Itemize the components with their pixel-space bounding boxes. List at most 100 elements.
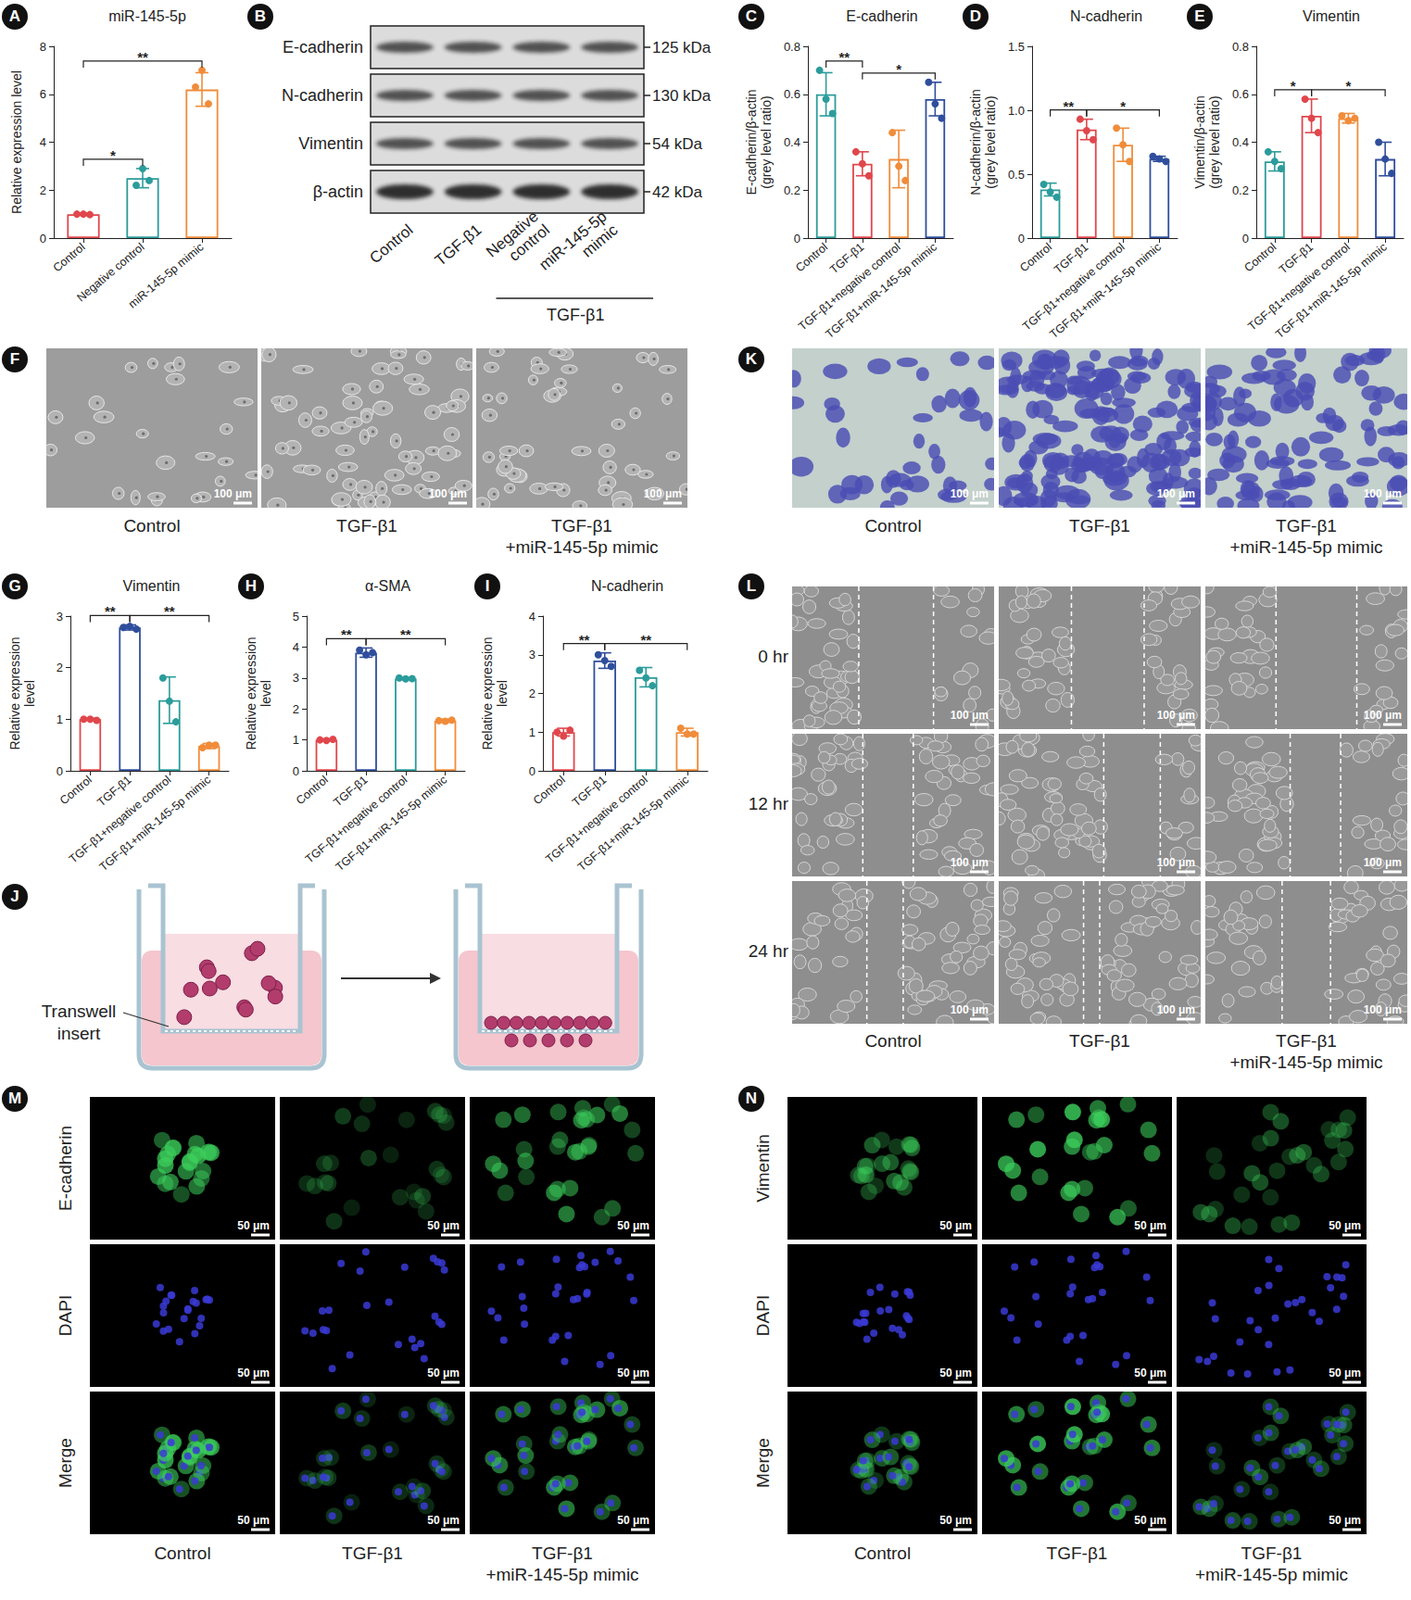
- svg-text:0: 0: [39, 231, 47, 246]
- svg-text:TGF-β1: TGF-β1: [546, 305, 605, 325]
- svg-text:0.6: 0.6: [1232, 87, 1249, 101]
- svg-text:50 μm: 50 μm: [1133, 1219, 1167, 1233]
- svg-text:E-cadherin: E-cadherin: [282, 37, 364, 57]
- svg-text:50 μm: 50 μm: [1133, 1366, 1167, 1380]
- svg-text:DAPI: DAPI: [55, 1295, 76, 1336]
- svg-text:**: **: [838, 49, 850, 65]
- svg-text:E-cadherin: E-cadherin: [55, 1125, 76, 1211]
- svg-text:100 μm: 100 μm: [1363, 856, 1402, 870]
- svg-text:*: *: [895, 61, 902, 77]
- svg-text:100 μm: 100 μm: [214, 487, 252, 501]
- svg-text:Control: Control: [1017, 240, 1055, 276]
- svg-text:miR-145-5pmimic: miR-145-5pmimic: [535, 207, 622, 289]
- svg-text:100 μm: 100 μm: [643, 487, 682, 501]
- svg-text:Control: Control: [293, 773, 331, 808]
- svg-text:miR-145-5p: miR-145-5p: [108, 8, 187, 25]
- svg-text:50 μm: 50 μm: [427, 1513, 460, 1527]
- svg-text:50 μm: 50 μm: [427, 1366, 460, 1380]
- svg-text:50 μm: 50 μm: [939, 1366, 972, 1380]
- svg-text:100 μm: 100 μm: [1363, 487, 1402, 501]
- svg-text:8: 8: [39, 39, 47, 54]
- svg-text:50 μm: 50 μm: [1328, 1366, 1361, 1380]
- svg-text:level: level: [258, 680, 274, 707]
- svg-text:**: **: [579, 631, 591, 648]
- svg-text:Control: Control: [1241, 240, 1279, 276]
- svg-text:100 μm: 100 μm: [950, 856, 989, 870]
- svg-text:Vimentin: Vimentin: [298, 134, 364, 153]
- svg-text:50 μm: 50 μm: [939, 1219, 972, 1233]
- svg-text:0.5: 0.5: [1007, 167, 1025, 182]
- svg-text:1: 1: [292, 732, 300, 747]
- svg-text:**: **: [340, 626, 353, 643]
- svg-text:**: **: [104, 603, 116, 619]
- svg-text:E-cadherin: E-cadherin: [845, 8, 918, 25]
- svg-text:(grey level ratio): (grey level ratio): [982, 95, 998, 189]
- svg-text:50 μm: 50 μm: [427, 1219, 460, 1233]
- svg-text:Merge: Merge: [753, 1437, 773, 1488]
- svg-text:100 μm: 100 μm: [1157, 856, 1196, 870]
- svg-text:5: 5: [292, 609, 300, 624]
- svg-text:50 μm: 50 μm: [237, 1366, 270, 1380]
- svg-text:0.6: 0.6: [783, 87, 801, 101]
- svg-text:Transwellinsert: Transwellinsert: [41, 1001, 117, 1044]
- svg-text:50 μm: 50 μm: [1133, 1513, 1167, 1527]
- svg-text:2: 2: [39, 183, 47, 198]
- svg-text:130 kDa: 130 kDa: [652, 87, 712, 105]
- svg-text:3: 3: [292, 670, 300, 685]
- svg-text:Vimentin: Vimentin: [123, 578, 181, 594]
- svg-text:100 μm: 100 μm: [950, 487, 989, 501]
- svg-text:125 kDa: 125 kDa: [652, 38, 712, 57]
- svg-text:1: 1: [56, 712, 63, 727]
- svg-text:54 kDa: 54 kDa: [652, 135, 703, 153]
- svg-text:100 μm: 100 μm: [1157, 487, 1196, 501]
- svg-text:0: 0: [292, 764, 300, 779]
- svg-text:TGF-β1+miR-145-5p mimic: TGF-β1+miR-145-5p mimic: [1046, 240, 1163, 341]
- svg-text:TGF-β1+miR-145-5p mimic: TGF-β1+miR-145-5p mimic: [97, 773, 214, 874]
- svg-text:Relative expression level: Relative expression level: [9, 70, 25, 215]
- svg-text:100 μm: 100 μm: [1363, 1003, 1402, 1017]
- svg-text:50 μm: 50 μm: [1328, 1219, 1361, 1233]
- svg-text:TGF-β1+miR-145-5p mimic: TGF-β1+miR-145-5p mimic: [333, 773, 450, 874]
- svg-text:Control: Control: [793, 240, 831, 276]
- svg-text:100 μm: 100 μm: [428, 487, 467, 501]
- svg-text:**: **: [1062, 98, 1074, 114]
- svg-text:4: 4: [39, 135, 47, 150]
- svg-text:42 kDa: 42 kDa: [652, 183, 703, 202]
- svg-text:**: **: [137, 49, 149, 65]
- svg-text:*: *: [1120, 98, 1126, 114]
- svg-text:*: *: [1290, 77, 1297, 94]
- svg-text:level: level: [22, 680, 38, 707]
- svg-text:0.8: 0.8: [1232, 39, 1249, 54]
- svg-text:0: 0: [793, 231, 801, 246]
- svg-text:TGF-β1+miR-145-5p mimic: TGF-β1+miR-145-5p mimic: [575, 773, 692, 874]
- svg-text:1: 1: [529, 725, 536, 740]
- svg-text:0: 0: [56, 764, 63, 779]
- svg-text:2: 2: [529, 686, 536, 701]
- svg-text:0.2: 0.2: [783, 183, 801, 198]
- svg-text:N-cadherin: N-cadherin: [281, 86, 364, 105]
- svg-text:4: 4: [529, 609, 536, 624]
- svg-text:Vimentin: Vimentin: [1302, 8, 1361, 25]
- svg-text:3: 3: [529, 647, 536, 662]
- svg-text:50 μm: 50 μm: [237, 1219, 270, 1233]
- svg-text:E-cadherin/β-actin: E-cadherin/β-actin: [743, 89, 759, 196]
- svg-text:2: 2: [292, 702, 300, 717]
- svg-text:TGF-β1+miR-145-5p mimic: TGF-β1+miR-145-5p mimic: [1272, 240, 1389, 341]
- svg-text:Control: Control: [530, 773, 568, 808]
- svg-text:Merge: Merge: [55, 1437, 76, 1488]
- svg-text:2: 2: [56, 660, 63, 675]
- svg-text:Vimentin: Vimentin: [753, 1133, 773, 1203]
- svg-text:*: *: [110, 147, 116, 164]
- svg-text:50 μm: 50 μm: [1328, 1513, 1361, 1527]
- svg-text:100 μm: 100 μm: [950, 1003, 989, 1017]
- svg-text:4: 4: [292, 640, 300, 655]
- svg-text:100 μm: 100 μm: [1157, 708, 1196, 722]
- svg-text:TGF-β1: TGF-β1: [431, 221, 485, 270]
- svg-text:1.5: 1.5: [1007, 39, 1025, 54]
- svg-text:(grey level ratio): (grey level ratio): [1207, 95, 1223, 189]
- svg-text:Relative expression: Relative expression: [243, 636, 259, 750]
- svg-text:*: *: [1345, 77, 1351, 94]
- svg-text:1.0: 1.0: [1007, 103, 1025, 118]
- svg-text:Vimentin/β-actin: Vimentin/β-actin: [1192, 95, 1208, 189]
- svg-text:50 μm: 50 μm: [617, 1219, 650, 1233]
